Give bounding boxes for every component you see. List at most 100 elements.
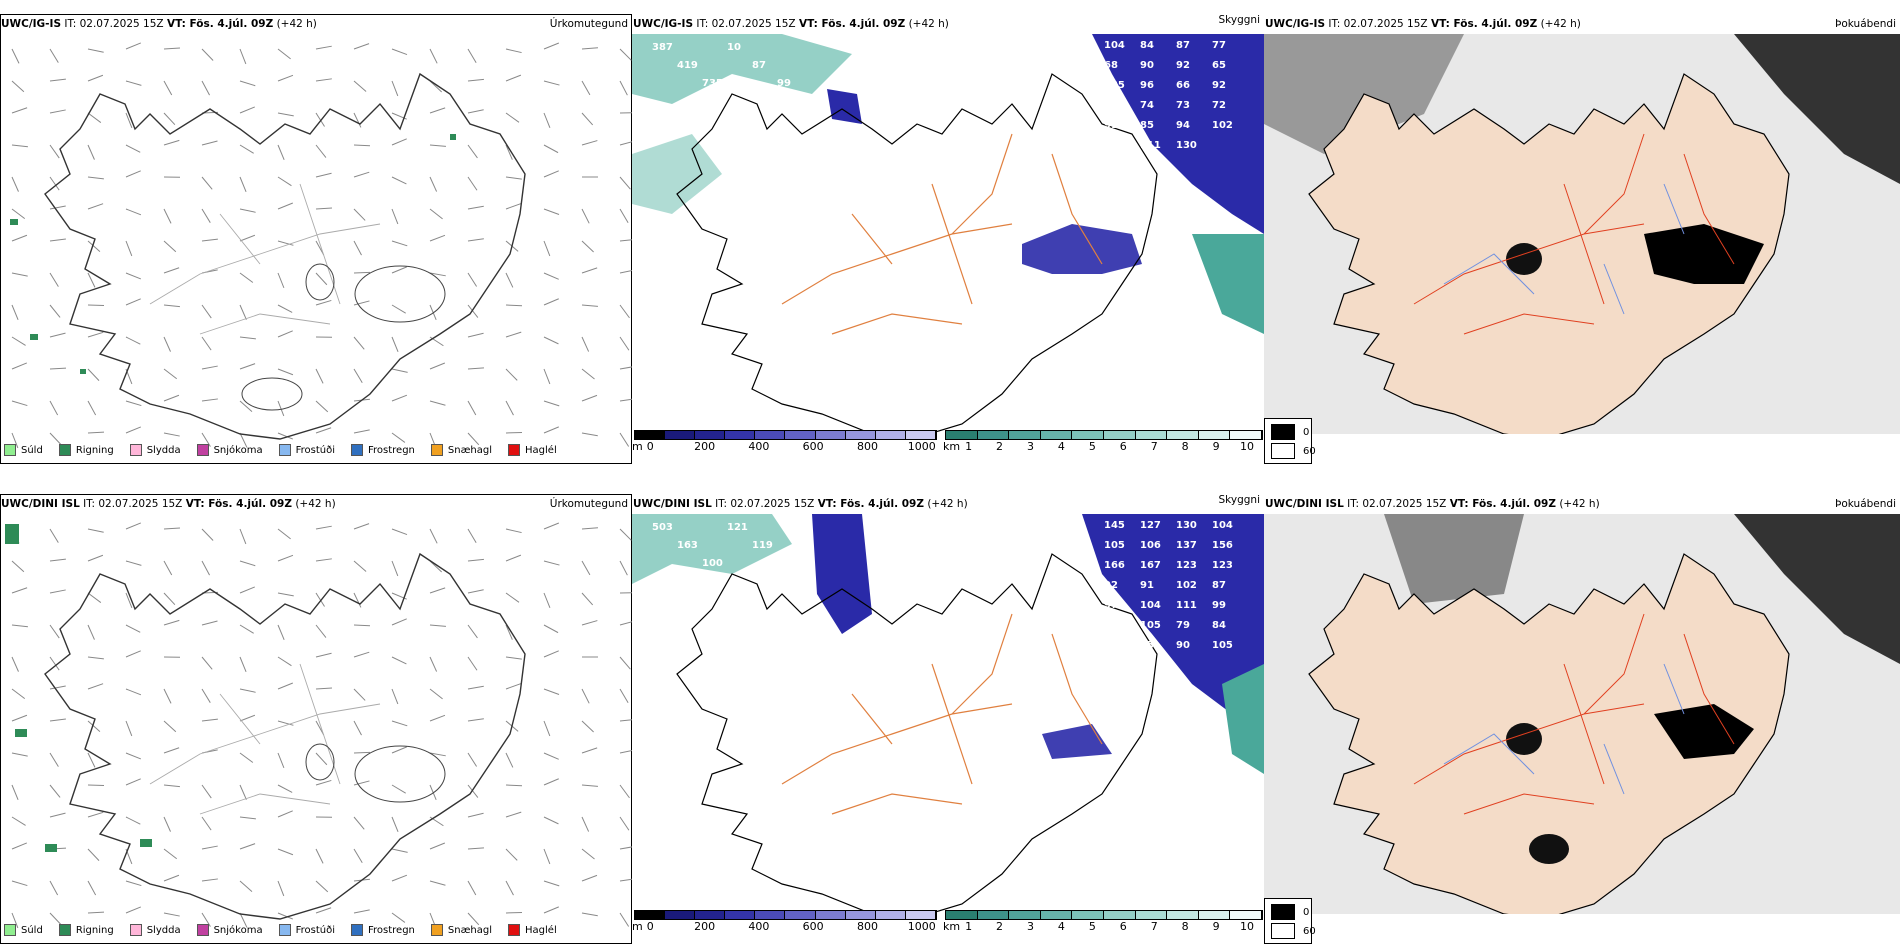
wind-barb (163, 139, 180, 146)
wind-barb (49, 685, 66, 690)
wind-barb (239, 752, 254, 763)
wind-barb (391, 80, 399, 97)
colorbar-tick-label: 400 (748, 440, 770, 453)
wind-barb (391, 816, 399, 833)
visibility-map[interactable] (632, 514, 1264, 914)
legend-item: Haglél (508, 444, 557, 456)
wind-barb (87, 880, 97, 896)
iceland-outline-map (10, 42, 632, 449)
wind-barb (505, 112, 520, 123)
visibility-value-label: 62 (1104, 660, 1118, 671)
wind-barb (429, 400, 446, 406)
wind-barb (505, 368, 518, 381)
visibility-value-label: 123 (1176, 560, 1197, 571)
wind-barb (315, 752, 328, 766)
wind-barb (315, 368, 324, 384)
colorbar-tick-label: 1000 (907, 920, 936, 933)
field-name: Þokuábendi (1835, 498, 1896, 510)
visibility-value-label: 68 (1104, 60, 1118, 71)
wind-barb (391, 266, 407, 274)
wind-barb (49, 332, 66, 338)
wind-barb (163, 47, 181, 50)
wind-barb (315, 207, 332, 210)
fog-map[interactable] (1264, 34, 1900, 434)
panel-visibility-top: UWC/IG-IS IT: 02.07.2025 15Z VT: Fös. 4.… (632, 14, 1264, 464)
wind-barb (201, 816, 212, 831)
init-time: IT: 02.07.2025 15Z (696, 18, 796, 30)
colorbar-tick-label: 600 (802, 440, 824, 453)
wind-barb (505, 683, 522, 690)
wind-barb (581, 620, 598, 626)
wind-barb (429, 272, 446, 277)
wind-barb (429, 624, 446, 627)
wind-barb (353, 909, 370, 914)
wind-barb (87, 811, 104, 818)
visibility-value-label: 102 (1104, 640, 1125, 651)
visibility-value-label: 90 (1176, 640, 1190, 651)
height-colorbar: m 0 200 400 600 800 1000 (632, 424, 937, 464)
wind-barb (49, 880, 59, 896)
wind-barb (201, 80, 210, 96)
wind-barb (505, 848, 518, 861)
wind-barb (277, 304, 293, 313)
colorbar-tick-label: 800 (856, 440, 878, 453)
wind-barb (543, 624, 559, 634)
wind-barb (125, 778, 141, 786)
wind-barb (125, 272, 142, 280)
colorbar-tick-label: 5 (1088, 440, 1096, 453)
wind-barb (353, 720, 362, 736)
legend-item: Snæhagl (430, 444, 492, 456)
wind-barb (315, 624, 327, 638)
wind-barb (87, 240, 101, 253)
wind-barb (11, 304, 19, 320)
wind-barb (543, 816, 559, 825)
wind-barb (505, 176, 522, 180)
fog-map[interactable] (1264, 514, 1900, 914)
wind-barb (49, 48, 59, 63)
wind-barb (467, 332, 484, 338)
wind-barb (619, 621, 632, 626)
visibility-value-label: 104 (1212, 520, 1233, 531)
wind-barb (391, 336, 399, 353)
precip-type-legend: Súld Rigning Slydda Snjókoma Frostúði Frostre… (4, 442, 557, 458)
wind-barb (391, 208, 399, 225)
wind-barb (619, 239, 632, 242)
iceland-outline-map (5, 522, 632, 929)
panel-fog-top: UWC/IG-IS IT: 02.07.2025 15Z VT: Fös. 4.… (1264, 14, 1900, 464)
wind-barb (429, 234, 446, 242)
precip-map[interactable] (0, 34, 632, 464)
wind-barb (163, 527, 181, 530)
colorbar-tick-label: 1000 (907, 440, 936, 453)
visibility-value-label: 66 (1176, 80, 1190, 91)
wind-barb (125, 208, 142, 216)
visibility-value-label: 156 (1212, 540, 1233, 551)
wind-barb (353, 336, 365, 350)
visibility-value-label: 735 (702, 78, 723, 89)
wind-barb (201, 560, 210, 576)
visibility-value-label: 65 (1212, 60, 1226, 71)
model-name: UWC/IG-IS (633, 18, 694, 30)
visibility-value-label: 104 (1104, 40, 1125, 51)
wind-barb (505, 554, 522, 562)
wind-barb (467, 589, 484, 594)
wind-barb (125, 336, 141, 345)
wind-barb (353, 816, 365, 830)
init-time: IT: 02.07.2025 15Z (1328, 18, 1428, 30)
visibility-map[interactable] (632, 34, 1264, 434)
wind-barb (163, 747, 180, 754)
visibility-value-label: 102 (1176, 580, 1197, 591)
fog-high-label: 60 (1303, 925, 1316, 937)
panel-header: UWC/IG-IS IT: 02.07.2025 15Z VT: Fös. 4.… (632, 14, 1264, 34)
wind-barb (429, 842, 446, 850)
legend-item: Súld (4, 444, 43, 456)
precip-map[interactable] (0, 514, 632, 944)
wind-barb (11, 656, 19, 672)
wind-barb (87, 848, 100, 861)
panel-frame (0, 14, 632, 464)
wind-barb (11, 688, 26, 700)
field-name: Úrkomutegund (549, 498, 628, 510)
wind-barb (163, 304, 180, 308)
wind-barb (543, 400, 560, 407)
fog-low-label: 0 (1303, 906, 1310, 918)
height-unit: m (632, 920, 643, 933)
